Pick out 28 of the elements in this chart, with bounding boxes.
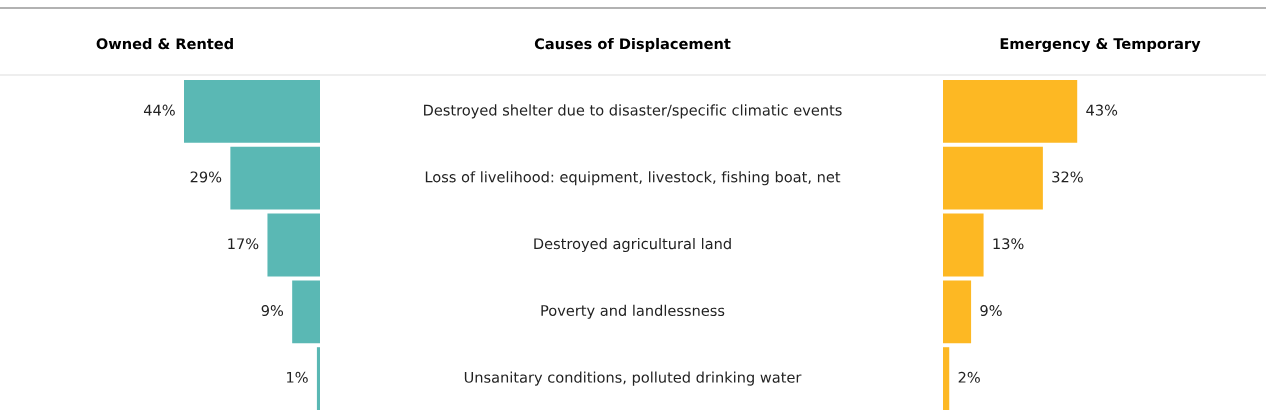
data-label: 29%	[190, 171, 222, 183]
y-axis-title: Causes of Displacement	[534, 37, 731, 53]
data-label: 44%	[143, 104, 175, 116]
data-label: 1%	[287, 371, 308, 383]
data-label: 43%	[1086, 104, 1118, 116]
bar	[316, 347, 320, 410]
y-tick-label: Unsanitary conditions, polluted drinking water	[464, 371, 802, 386]
y-tick-label: Destroyed shelter due to disaster/specific climatic events	[424, 104, 842, 119]
bar	[292, 280, 320, 344]
y-tick-label: Poverty and landlessness	[541, 304, 725, 319]
data-label: 9%	[980, 305, 1002, 317]
data-label: 32%	[1052, 171, 1083, 183]
y-tick-label: Destroyed agricultural land	[534, 237, 731, 253]
data-label: 2%	[958, 371, 980, 383]
bar	[943, 280, 972, 344]
bar	[943, 80, 1078, 143]
bar	[943, 347, 950, 410]
data-label: 13%	[993, 238, 1024, 250]
bar	[943, 146, 1043, 210]
bar	[230, 146, 320, 210]
data-label: 17%	[228, 238, 259, 250]
bar	[267, 213, 320, 277]
bar	[943, 213, 984, 277]
chart-title: Owned & Rented	[96, 37, 233, 50]
bar	[184, 80, 320, 143]
y-tick-label: Loss of livelihood: equipment, livestock, fishing boat, net	[425, 171, 841, 186]
data-label: 9%	[261, 305, 284, 317]
chart-title: Emergency & Temporary	[1000, 38, 1201, 53]
